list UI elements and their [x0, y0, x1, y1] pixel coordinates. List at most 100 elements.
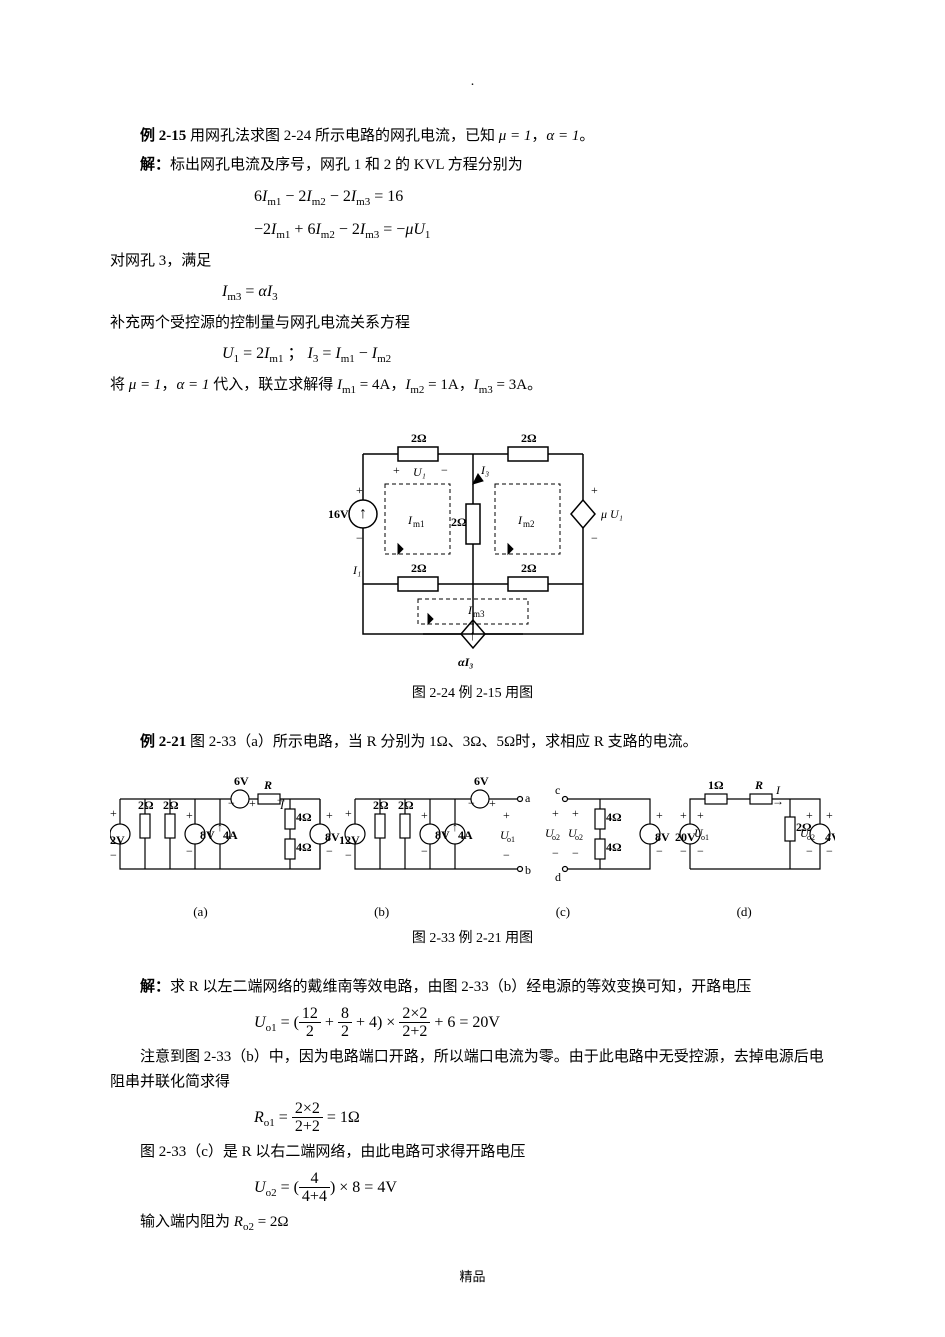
svg-text:a: a: [525, 791, 531, 805]
svg-text:−: −: [552, 846, 559, 860]
c1: ，: [531, 128, 546, 144]
svg-text:4Ω: 4Ω: [606, 840, 622, 854]
svg-text:+: +: [186, 808, 193, 822]
fig233-sublabels: (a) (b) (c) (d): [110, 901, 835, 923]
sol-rest2: 求 R 以左二端网络的戴维南等效电路，由图 2-33（b）经电源的等效变换可知，…: [170, 979, 751, 995]
svg-text:+: +: [421, 808, 428, 822]
svg-text:4V: 4V: [825, 830, 835, 844]
sub-a: (a): [193, 901, 207, 923]
svg-text:−: −: [356, 531, 363, 545]
svg-text:+: +: [572, 806, 579, 820]
svg-text:−: −: [656, 844, 663, 858]
ex221-note: 注意到图 2-33（b）中，因为电路端口开路，所以端口电流为零。由于此电路中无受…: [110, 1045, 835, 1096]
svg-text:−: −: [806, 844, 813, 858]
ex215-line5: 将 μ = 1，α = 1 代入，联立求解得 Im1 = 4A，Im2 = 1A…: [110, 373, 835, 400]
ex221-sol: 解：求 R 以左二端网络的戴维南等效电路，由图 2-33（b）经电源的等效变换可…: [110, 975, 835, 1001]
svg-text:8V: 8V: [655, 830, 670, 844]
svg-text:−: −: [110, 848, 117, 862]
svg-text:+: +: [249, 796, 256, 810]
svg-text:I₃: I₃: [480, 463, 489, 477]
svg-text:+: +: [326, 808, 333, 822]
svg-text:2Ω: 2Ω: [521, 431, 537, 445]
svg-text:16V: 16V: [328, 507, 349, 521]
f3n: 2×2: [399, 1005, 430, 1024]
svg-text:+: +: [591, 483, 598, 497]
svg-text:↑: ↑: [359, 505, 367, 522]
svg-text:2Ω: 2Ω: [163, 798, 179, 812]
fig233-caption: 图 2-33 例 2-21 用图: [110, 927, 835, 951]
svg-text:4Ω: 4Ω: [296, 840, 312, 854]
ex221-title-bold: 例 2-21: [140, 734, 186, 750]
svg-text:↑: ↑: [469, 629, 476, 644]
svg-text:4A: 4A: [458, 828, 473, 842]
uo2-eq: Uo2 = (44+4) × 8 = 4V: [254, 1170, 835, 1206]
sub-b: (b): [374, 901, 389, 923]
fig-2-33: +− 12V 2Ω 2Ω +− 8V 4A ↑ 6V −+ R I → 4Ω 4…: [110, 769, 835, 923]
svg-text:−: −: [186, 844, 193, 858]
svg-text:−: −: [345, 848, 352, 862]
svg-text:+: +: [356, 483, 363, 497]
svg-text:I₁: I₁: [352, 563, 361, 577]
svg-text:o2: o2: [552, 833, 560, 842]
ex221-title-rest: 图 2-33（a）所示电路，当 R 分别为 1Ω、3Ω、5Ω时，求相应 R 支路…: [186, 734, 697, 750]
svg-text:c: c: [555, 783, 560, 797]
l5a: 将: [110, 377, 129, 393]
svg-text:+: +: [503, 808, 510, 822]
f1d: 2: [299, 1023, 321, 1041]
ex215-eq1: 6Im1 − 2Im2 − 2Im3 = 16: [254, 183, 835, 212]
svg-text:↑: ↑: [452, 820, 458, 834]
ex221-line-c: 图 2-33（c）是 R 以右二端网络，由此电路可求得开路电压: [110, 1140, 835, 1166]
svg-text:−: −: [572, 846, 579, 860]
svg-text:μ U₁: μ U₁: [600, 507, 623, 521]
svg-text:12V: 12V: [339, 833, 360, 847]
svg-text:4Ω: 4Ω: [296, 810, 312, 824]
svg-text:m1: m1: [413, 519, 425, 529]
svg-text:R: R: [263, 778, 272, 792]
svg-text:+: +: [680, 808, 687, 822]
ex215-eq3: Im3 = αI3: [222, 278, 835, 307]
svg-text:8V: 8V: [325, 830, 340, 844]
ex221-ro2-line: 输入端内阻为 Ro2 = 2Ω: [110, 1210, 835, 1237]
r1d: 2+2: [292, 1118, 323, 1136]
svg-text:−: −: [591, 531, 598, 545]
l5e: 代入，联立求解得: [209, 377, 337, 393]
res2: Im2 = 1A: [405, 377, 458, 393]
ex215-title-bold: 例 2-15: [140, 128, 186, 144]
l5d: α = 1: [176, 377, 209, 393]
svg-text:2Ω: 2Ω: [398, 798, 414, 812]
u2d: 4+4: [299, 1188, 330, 1206]
ex215-eq2: −2Im1 + 6Im2 − 2Im3 = −μU1: [254, 216, 835, 245]
svg-text:d: d: [555, 870, 561, 884]
ex215-title-rest: 用网孔法求图 2-24 所示电路的网孔电流，已知: [186, 128, 499, 144]
ex215-sol-line: 解：标出网孔电流及序号，网孔 1 和 2 的 KVL 方程分别为: [110, 153, 835, 179]
ex215-line4: 补充两个受控源的控制量与网孔电流关系方程: [110, 311, 835, 337]
svg-text:−: −: [228, 796, 235, 810]
svg-text:+: +: [345, 806, 352, 820]
f2n: 8: [338, 1005, 352, 1024]
svg-text:m2: m2: [523, 519, 535, 529]
svg-text:b: b: [525, 863, 531, 877]
p1: 。: [579, 128, 594, 144]
svg-text:4Ω: 4Ω: [606, 810, 622, 824]
svg-text:+: +: [697, 808, 704, 822]
sub-d: (d): [737, 901, 752, 923]
f2d: 2: [338, 1023, 352, 1041]
u2n: 4: [299, 1170, 330, 1189]
svg-text:2Ω: 2Ω: [521, 561, 537, 575]
ex215-title: 例 2-15 用网孔法求图 2-24 所示电路的网孔电流，已知 μ = 1，α …: [110, 124, 835, 150]
svg-text:+: +: [826, 808, 833, 822]
ro1-eq: Ro1 = 2×22+2 = 1Ω: [254, 1100, 835, 1136]
svg-text:8V: 8V: [200, 828, 215, 842]
svg-text:αI₃: αI₃: [458, 655, 474, 669]
l5c: ，: [161, 377, 176, 393]
svg-text:−: −: [326, 844, 333, 858]
svg-text:+: +: [806, 808, 813, 822]
sol-rest: 标出网孔电流及序号，网孔 1 和 2 的 KVL 方程分别为: [170, 157, 523, 173]
svg-text:−: −: [421, 844, 428, 858]
svg-text:↑: ↑: [217, 820, 223, 834]
svg-text:20V: 20V: [675, 830, 696, 844]
svg-text:6V: 6V: [234, 774, 249, 788]
ro2pre: 输入端内阻为: [140, 1214, 234, 1230]
svg-text:o2: o2: [575, 833, 583, 842]
svg-text:2Ω: 2Ω: [138, 798, 154, 812]
